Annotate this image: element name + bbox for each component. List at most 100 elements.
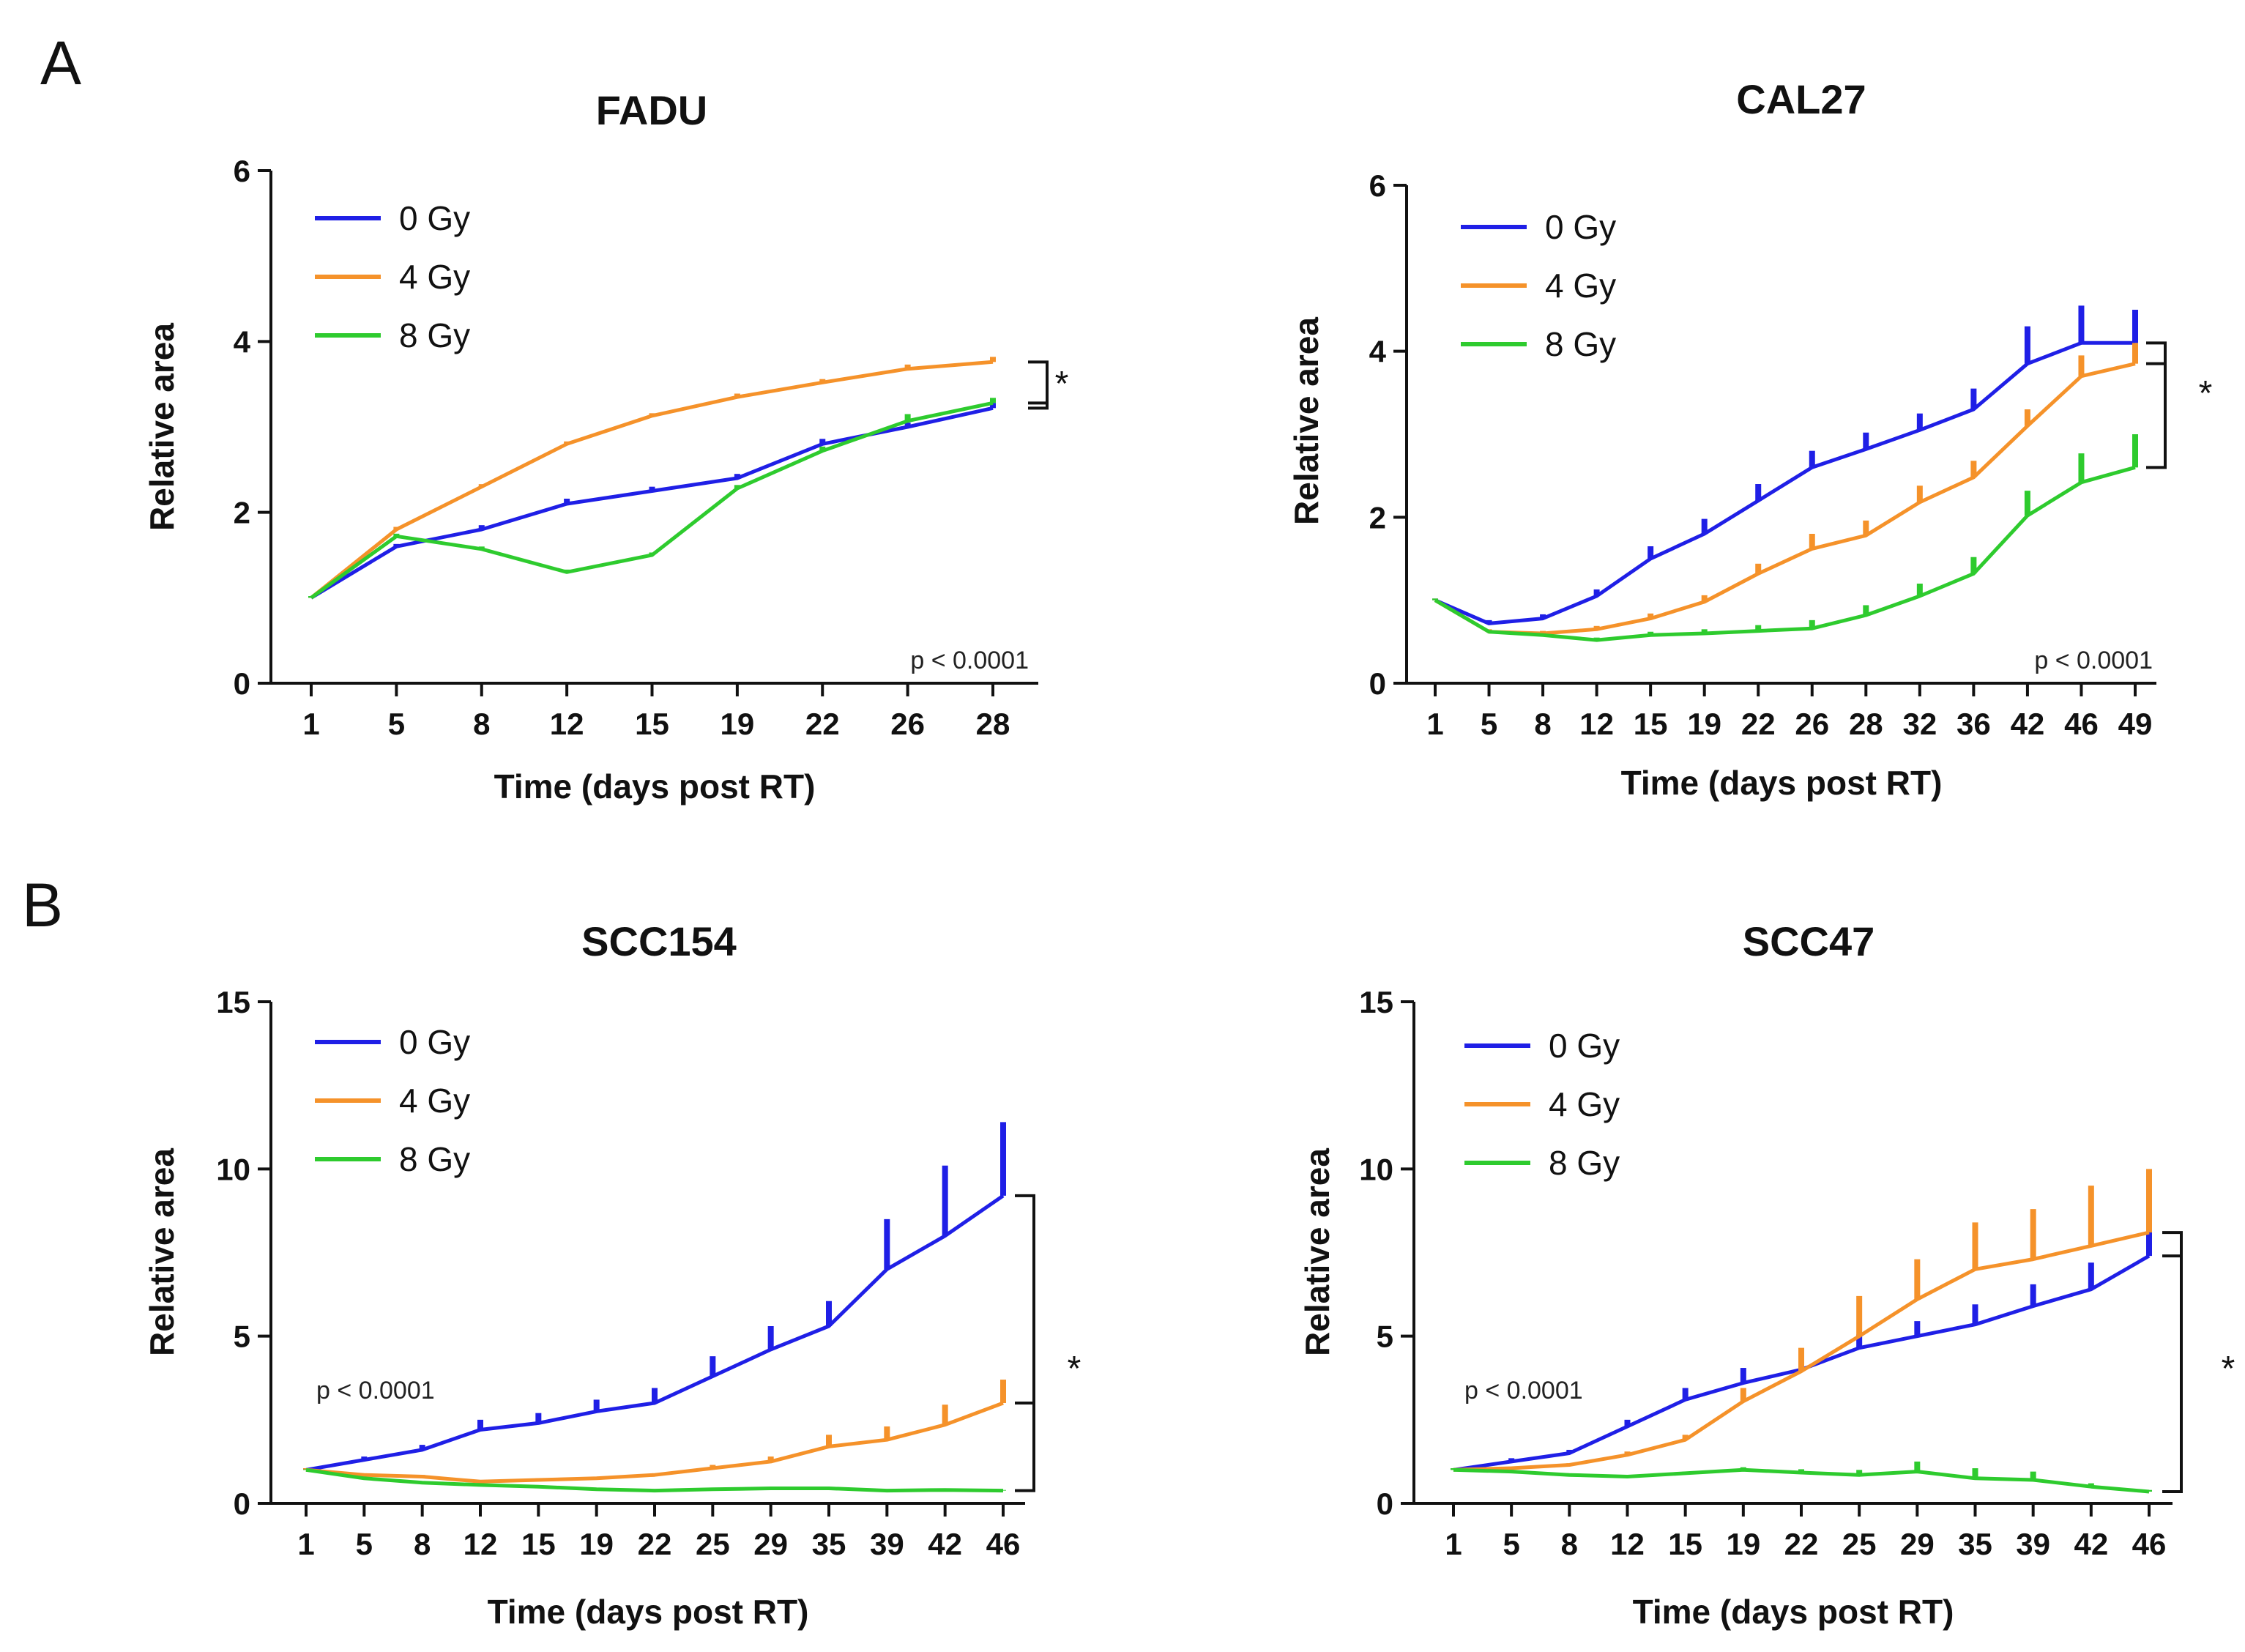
legend-label: 8 Gy xyxy=(1545,325,1616,363)
chart-title: FADU xyxy=(596,87,707,133)
y-tick-label: 6 xyxy=(1369,168,1386,203)
x-tick-label: 19 xyxy=(1726,1527,1760,1561)
x-tick-label: 39 xyxy=(2016,1527,2050,1561)
significance-bracket xyxy=(1028,360,1049,410)
legend-label: 0 Gy xyxy=(399,1023,470,1061)
x-tick-label: 22 xyxy=(1741,707,1776,741)
series-8-gy xyxy=(1451,1461,2152,1494)
legend-label: 4 Gy xyxy=(399,1082,470,1120)
x-tick-label: 15 xyxy=(1634,707,1668,741)
x-tick-label: 8 xyxy=(473,707,490,741)
significance-bracket xyxy=(2146,341,2167,469)
significance-star: * xyxy=(1055,365,1069,403)
x-tick-label: 22 xyxy=(805,707,840,741)
x-tick-label: 35 xyxy=(1958,1527,1992,1561)
y-tick-label: 10 xyxy=(1359,1152,1393,1186)
x-axis-label: Time (days post RT) xyxy=(488,1593,809,1631)
series-4-gy xyxy=(303,1380,1006,1484)
legend-label: 0 Gy xyxy=(1549,1027,1620,1065)
x-tick-label: 49 xyxy=(2118,707,2153,741)
x-tick-label: 42 xyxy=(2074,1527,2108,1561)
chart-title: CAL27 xyxy=(1736,76,1866,122)
p-value: p < 0.0001 xyxy=(316,1377,435,1404)
p-value: p < 0.0001 xyxy=(910,647,1029,674)
significance-star: * xyxy=(2222,1350,2235,1388)
y-tick-label: 15 xyxy=(1359,985,1393,1019)
series-line xyxy=(305,1467,1004,1493)
y-tick-label: 2 xyxy=(1369,500,1386,535)
y-axis-label: Relative area xyxy=(143,1148,181,1356)
panel-label-a: A xyxy=(40,29,81,97)
y-tick-label: 15 xyxy=(216,985,250,1019)
series-line xyxy=(1434,362,2136,636)
series-line xyxy=(305,1401,1004,1484)
series-line xyxy=(305,1194,1005,1472)
x-tick-label: 22 xyxy=(1784,1527,1819,1561)
x-tick-label: 5 xyxy=(356,1527,373,1561)
x-tick-label: 19 xyxy=(721,707,755,741)
series-4-gy xyxy=(308,357,996,600)
legend-label: 8 Gy xyxy=(399,316,470,354)
x-tick-label: 28 xyxy=(976,707,1010,741)
series-line xyxy=(310,360,994,600)
significance-bracket xyxy=(2162,1231,2183,1494)
legend-label: 4 Gy xyxy=(399,258,470,296)
y-tick-label: 10 xyxy=(216,1152,250,1186)
series-0-gy xyxy=(308,403,996,600)
legend-label: 8 Gy xyxy=(1549,1144,1620,1182)
x-tick-label: 1 xyxy=(1445,1527,1462,1561)
x-tick-label: 42 xyxy=(2011,707,2045,741)
y-axis-label: Relative area xyxy=(1287,317,1325,525)
x-tick-label: 15 xyxy=(635,707,669,741)
x-tick-label: 22 xyxy=(638,1527,672,1561)
series-line xyxy=(1453,1467,2150,1494)
series-8-gy xyxy=(1432,434,2138,642)
x-axis-label: Time (days post RT) xyxy=(1621,764,1943,802)
panel-label-b: B xyxy=(22,871,63,940)
series-4-gy xyxy=(1432,343,2138,636)
x-tick-label: 1 xyxy=(302,707,319,741)
x-tick-label: 19 xyxy=(1687,707,1721,741)
series-line xyxy=(1434,341,2135,625)
series-line xyxy=(310,401,994,600)
x-tick-label: 26 xyxy=(890,707,925,741)
series-line xyxy=(310,406,994,600)
y-tick-label: 5 xyxy=(234,1320,250,1354)
legend-label: 4 Gy xyxy=(1545,267,1616,305)
x-tick-label: 39 xyxy=(870,1527,904,1561)
x-tick-label: 1 xyxy=(1426,707,1443,741)
x-tick-label: 29 xyxy=(1900,1527,1935,1561)
series-0-gy xyxy=(303,1122,1006,1472)
p-value: p < 0.0001 xyxy=(2034,647,2153,674)
series-8-gy xyxy=(303,1467,1006,1493)
y-tick-label: 0 xyxy=(234,666,250,701)
significance-star: * xyxy=(2199,374,2213,413)
series-8-gy xyxy=(308,398,996,600)
y-axis-label: Relative area xyxy=(1298,1148,1336,1356)
legend-label: 0 Gy xyxy=(1545,208,1616,246)
x-tick-label: 5 xyxy=(388,707,405,741)
x-tick-label: 32 xyxy=(1902,707,1937,741)
y-tick-label: 6 xyxy=(234,154,250,188)
x-tick-label: 25 xyxy=(1842,1527,1877,1561)
x-tick-label: 35 xyxy=(812,1527,846,1561)
x-tick-label: 8 xyxy=(1534,707,1551,741)
x-tick-label: 46 xyxy=(2132,1527,2167,1561)
y-tick-label: 2 xyxy=(234,496,250,530)
p-value: p < 0.0001 xyxy=(1464,1377,1583,1404)
y-tick-label: 5 xyxy=(1377,1320,1393,1354)
x-tick-label: 28 xyxy=(1849,707,1883,741)
x-tick-label: 5 xyxy=(1481,707,1497,741)
x-axis-label: Time (days post RT) xyxy=(1633,1593,1954,1631)
x-tick-label: 5 xyxy=(1503,1527,1519,1561)
chart-title: SCC47 xyxy=(1743,918,1875,964)
chart-title: SCC154 xyxy=(581,918,737,964)
x-tick-label: 8 xyxy=(1561,1527,1578,1561)
series-line xyxy=(1453,1230,2150,1472)
series-4-gy xyxy=(1451,1169,2152,1472)
